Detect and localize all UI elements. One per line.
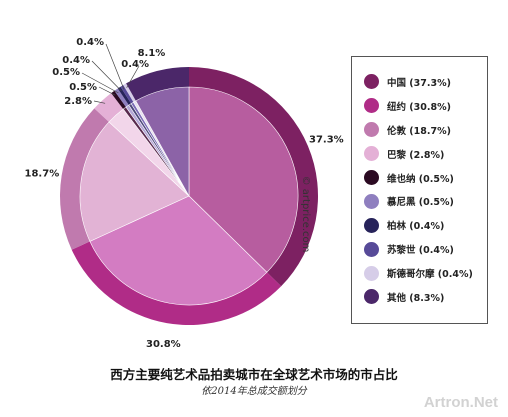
percent-labels: 37.3%30.8%18.7%2.8%0.5%0.5%0.4%0.4%0.4%8… [25, 37, 344, 350]
slice-percent-label: 0.5% [52, 67, 80, 78]
pie-slice [135, 86, 190, 198]
slice-percent-label: 37.3% [309, 134, 344, 145]
slice-percent-label: 2.8% [64, 96, 92, 107]
legend-item: 其他 (8.3%) [364, 285, 479, 309]
legend-swatch [364, 193, 379, 209]
pie-slice [79, 121, 190, 242]
legend-label: 巴黎 (2.8%) [387, 149, 445, 161]
legend-label: 斯德哥尔摩 (0.4%) [387, 269, 473, 281]
slice-percent-label: 30.8% [146, 339, 181, 350]
slice-percent-label: 0.4% [62, 55, 90, 66]
legend-swatch [364, 122, 379, 138]
chart-title: 西方主要纯艺术品拍卖城市在全球艺术市场的市占比 [110, 367, 398, 382]
pie-slice [188, 86, 299, 273]
legend-swatch [364, 170, 379, 185]
legend-item: 中国 (37.3%) [364, 70, 479, 94]
leader-line [91, 60, 122, 92]
slice-percent-label: 18.7% [25, 168, 60, 179]
legend-label: 伦敦 (18.7%) [387, 125, 451, 137]
chart-subtitle: 依2014年总成交额划分 [201, 386, 307, 397]
legend-item: 斯德哥尔摩 (0.4%) [364, 261, 479, 285]
legend-swatch [364, 98, 379, 114]
legend-item: 柏林 (0.4%) [364, 213, 479, 237]
copyright-credit: © artprice.com [300, 176, 311, 253]
legend-swatch [364, 289, 379, 305]
legend: 中国 (37.3%) 纽约 (30.8%) 伦敦 (18.7%) 巴黎 (2.8%) 维… [351, 56, 488, 324]
legend-item: 伦敦 (18.7%) [364, 118, 479, 142]
legend-swatch [364, 265, 379, 281]
legend-label: 柏林 (0.4%) [387, 221, 445, 233]
slice-percent-label: 0.5% [69, 82, 97, 93]
watermark-text: Artron.Net [423, 394, 498, 411]
legend-item: 巴黎 (2.8%) [364, 142, 479, 166]
legend-label: 维也纳 (0.5%) [387, 173, 454, 185]
leader-line [81, 72, 119, 94]
leader-line [105, 43, 125, 90]
pie-slices [60, 67, 318, 325]
legend-swatch [364, 217, 379, 233]
legend-label: 纽约 (30.8%) [387, 101, 451, 113]
leader-lines [81, 43, 140, 104]
leader-line [126, 65, 140, 88]
legend-label: 慕尼黑 (0.5%) [387, 197, 454, 209]
leader-line [98, 86, 116, 96]
legend-label: 苏黎世 (0.4%) [387, 245, 454, 257]
leader-line [93, 100, 106, 104]
slice-percent-label: 8.1% [138, 48, 166, 59]
legend-item: 苏黎世 (0.4%) [364, 237, 479, 261]
legend-item: 慕尼黑 (0.5%) [364, 189, 479, 213]
pie-slice [89, 195, 268, 306]
legend-label: 其他 (8.3%) [387, 292, 445, 304]
legend-label: 中国 (37.3%) [387, 77, 451, 89]
slice-percent-label: 0.4% [76, 37, 104, 48]
legend-item: 维也纳 (0.5%) [364, 166, 479, 190]
legend-swatch [364, 241, 379, 257]
legend-item: 纽约 (30.8%) [364, 94, 479, 118]
slice-percent-label: 0.4% [121, 59, 149, 70]
legend-swatch [364, 74, 379, 90]
legend-swatch [364, 146, 379, 162]
